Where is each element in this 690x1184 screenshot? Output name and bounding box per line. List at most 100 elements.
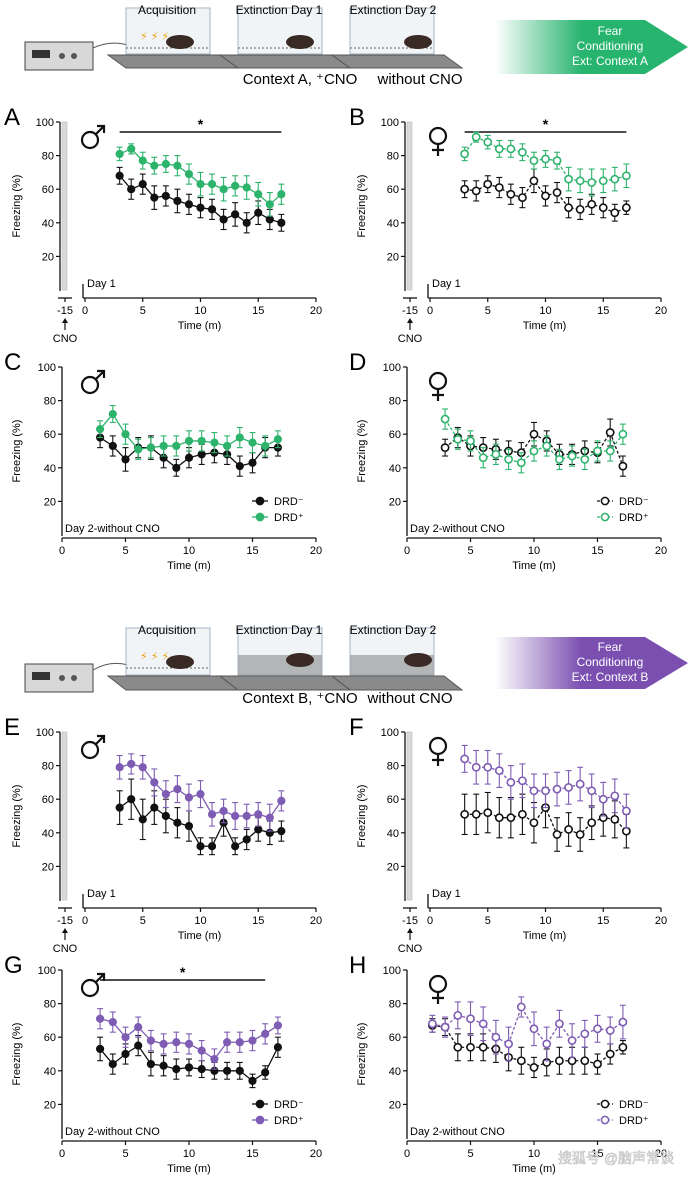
legend-label: DRD⁻ bbox=[274, 496, 304, 508]
data-point bbox=[593, 1024, 602, 1034]
cno-arrow-head bbox=[407, 928, 413, 933]
female-symbol-cross bbox=[432, 389, 444, 401]
y-axis-label: Freezing (%) bbox=[356, 420, 368, 483]
data-point bbox=[273, 435, 282, 444]
data-point bbox=[605, 1026, 615, 1035]
data-point bbox=[277, 190, 286, 199]
data-point bbox=[605, 428, 615, 437]
data-point bbox=[161, 159, 170, 169]
data-point bbox=[621, 806, 631, 816]
cno-label: CNO bbox=[53, 943, 78, 955]
data-point bbox=[541, 786, 550, 796]
y-tick-label: 60 bbox=[44, 429, 56, 441]
series-drd-neg bbox=[460, 168, 631, 222]
context-label: Context A, ⁺CNO bbox=[243, 71, 358, 88]
data-point bbox=[115, 171, 124, 180]
data-point bbox=[127, 795, 136, 804]
data-point bbox=[618, 1042, 628, 1052]
data-point bbox=[248, 438, 257, 447]
data-point bbox=[483, 808, 493, 818]
series-line bbox=[432, 1005, 624, 1046]
female-symbol-icon bbox=[428, 974, 448, 1004]
x-tick-label: -15 bbox=[57, 305, 73, 317]
data-point bbox=[277, 796, 286, 805]
x-tick-label: 20 bbox=[655, 545, 667, 557]
data-point bbox=[254, 810, 263, 819]
conditioning-chamber-icon bbox=[218, 7, 352, 69]
data-point bbox=[575, 779, 585, 789]
y-tick-label: 100 bbox=[36, 727, 54, 739]
y-tick-label: 80 bbox=[387, 151, 399, 163]
data-point bbox=[138, 180, 147, 189]
x-tick-label: 5 bbox=[485, 305, 491, 317]
series-drd-pos bbox=[96, 1008, 282, 1070]
x-tick-label: 5 bbox=[140, 915, 146, 927]
svg-text:⚡ ⚡ ⚡: ⚡ ⚡ ⚡ bbox=[140, 651, 169, 663]
watermark: 搜狐号 @脑声常谈 bbox=[558, 1150, 674, 1166]
y-axis-label: Freezing (%) bbox=[11, 785, 23, 848]
y-tick-label: 20 bbox=[44, 1099, 56, 1111]
panel-C: C Freezing (%) 20 40 60 80 100 0 5 10 15 20 Time (m)… bbox=[4, 349, 322, 572]
data-point bbox=[598, 203, 608, 213]
schematic-top: ⚡ ⚡ ⚡ Acquisition Extinction Day 1 Extin… bbox=[24, 3, 688, 88]
legend-entry: DRD⁺ bbox=[252, 512, 304, 524]
schematic-bottom: ⚡ ⚡ ⚡ Acquisition Extinction Day 1 Extin… bbox=[24, 623, 688, 707]
chamber-label-acquisition: Acquisition bbox=[138, 623, 196, 637]
x-tick-label: 15 bbox=[246, 545, 258, 557]
data-point bbox=[516, 1056, 526, 1066]
data-point bbox=[440, 443, 450, 453]
data-point bbox=[552, 830, 562, 839]
cno-label: CNO bbox=[398, 333, 423, 345]
x-axis-label: Time (m) bbox=[178, 320, 222, 332]
x-tick-label: 15 bbox=[597, 305, 609, 317]
y-tick-label: 80 bbox=[387, 761, 399, 773]
legend-entry: DRD⁻ bbox=[597, 1099, 649, 1111]
data-point bbox=[453, 434, 463, 444]
arrow-line-2: Conditioning bbox=[577, 655, 644, 669]
data-point bbox=[134, 445, 143, 454]
data-point bbox=[146, 443, 155, 452]
data-point bbox=[108, 409, 117, 419]
male-symbol-arrow bbox=[95, 369, 106, 380]
data-point bbox=[254, 190, 263, 199]
panel-letter: E bbox=[4, 714, 20, 741]
data-point bbox=[460, 809, 470, 819]
y-tick-label: 60 bbox=[42, 184, 54, 196]
female-symbol-circle bbox=[428, 371, 448, 391]
data-point bbox=[231, 210, 240, 219]
data-point bbox=[555, 1056, 564, 1066]
x-tick-label: 10 bbox=[539, 915, 551, 927]
data-point bbox=[564, 783, 573, 792]
cno-arrow-head bbox=[62, 928, 68, 933]
y-tick-label: 100 bbox=[38, 362, 56, 374]
y-axis-label: Freezing (%) bbox=[356, 785, 368, 848]
data-point bbox=[593, 1059, 602, 1069]
data-point bbox=[108, 1059, 117, 1069]
x-axis-label: Time (m) bbox=[523, 930, 567, 942]
data-point bbox=[471, 186, 481, 196]
data-point bbox=[115, 149, 124, 159]
data-point bbox=[478, 453, 488, 463]
data-point bbox=[541, 154, 550, 164]
data-point bbox=[529, 429, 539, 439]
data-point bbox=[567, 1056, 577, 1066]
data-point bbox=[478, 1042, 488, 1052]
data-point bbox=[440, 1022, 450, 1032]
data-point bbox=[529, 446, 539, 456]
protocol-arrow bbox=[495, 637, 688, 689]
data-point bbox=[587, 786, 597, 796]
data-point bbox=[108, 1017, 117, 1027]
data-point bbox=[184, 1039, 194, 1049]
data-point bbox=[150, 193, 159, 202]
data-point bbox=[197, 450, 206, 459]
data-point bbox=[277, 218, 286, 227]
y-tick-label: 40 bbox=[387, 828, 399, 840]
y-tick-label: 100 bbox=[381, 117, 399, 129]
data-point bbox=[210, 438, 219, 447]
y-tick-label: 20 bbox=[42, 861, 54, 873]
data-point bbox=[580, 454, 590, 464]
data-point bbox=[605, 446, 615, 456]
chamber-label-extinction-day1: Extinction Day 1 bbox=[236, 3, 323, 17]
data-point bbox=[121, 1033, 130, 1042]
